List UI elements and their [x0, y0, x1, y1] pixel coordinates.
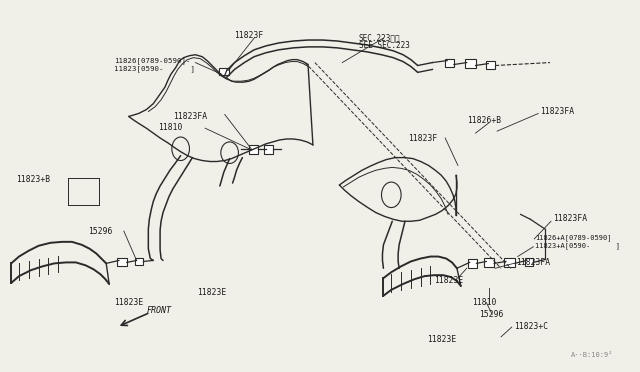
Bar [484, 259, 494, 267]
Text: 11823F: 11823F [408, 134, 437, 143]
Text: 11823+A[0590-      ]: 11823+A[0590- ] [535, 242, 620, 248]
Text: 11823+B: 11823+B [16, 175, 50, 184]
Bar [134, 257, 143, 265]
Text: 11826+B: 11826+B [467, 116, 501, 125]
Bar [219, 68, 228, 75]
Text: 11823FA: 11823FA [540, 107, 574, 116]
Text: 11826[0789-0590]-: 11826[0789-0590]- [114, 58, 191, 64]
Text: SEC.223参照: SEC.223参照 [359, 33, 401, 42]
Text: 11823E: 11823E [114, 298, 143, 307]
Text: 11823FA: 11823FA [553, 214, 587, 224]
Bar [504, 259, 515, 267]
Text: 11823E: 11823E [435, 276, 463, 285]
Text: 11823FA: 11823FA [516, 259, 550, 267]
Bar [445, 59, 454, 67]
Bar [264, 145, 273, 154]
Text: 11823+C: 11823+C [514, 322, 548, 331]
Text: 15296: 15296 [88, 227, 112, 236]
Text: A··B:10:9²: A··B:10:9² [571, 352, 614, 358]
Text: FRONT: FRONT [147, 305, 172, 314]
Bar [465, 59, 476, 68]
Bar [117, 257, 127, 266]
Text: 15296: 15296 [479, 310, 504, 320]
Bar [468, 260, 477, 268]
Bar [486, 61, 495, 70]
Bar [249, 145, 258, 154]
Text: 11826+A[0789-0590]: 11826+A[0789-0590] [535, 234, 612, 241]
Text: 11823FA: 11823FA [173, 112, 207, 121]
Text: 11823E: 11823E [428, 335, 457, 344]
Text: SEE SEC.223: SEE SEC.223 [359, 41, 410, 50]
Text: 11810: 11810 [158, 123, 182, 132]
Text: 11823E: 11823E [197, 288, 227, 297]
Bar [525, 257, 533, 266]
Text: 11823[0590-      ]: 11823[0590- ] [114, 65, 195, 72]
Text: 11823F: 11823F [234, 31, 264, 40]
Text: 11810: 11810 [472, 298, 496, 307]
